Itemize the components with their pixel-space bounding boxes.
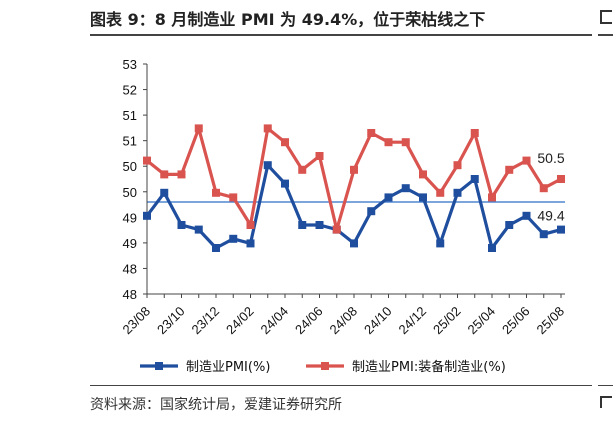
chart-legend: 制造业PMI(%) 制造业PMI:装备制造业(%) <box>140 359 506 375</box>
data-point <box>263 161 272 170</box>
legend-marker-0 <box>155 362 163 370</box>
x-tick-label: 24/06 <box>292 304 326 338</box>
data-point <box>246 239 255 248</box>
data-point <box>488 193 496 202</box>
data-point <box>315 152 324 160</box>
data-point <box>557 225 565 234</box>
data-point <box>212 188 220 197</box>
data-point <box>177 221 186 229</box>
legend-label-1: 制造业PMI:装备制造业(%) <box>352 359 506 375</box>
legend-marker-1 <box>321 362 329 370</box>
data-point <box>367 129 376 137</box>
data-point <box>384 193 393 202</box>
legend-label-0: 制造业PMI(%) <box>186 360 270 375</box>
x-tick-label: 24/10 <box>361 304 395 338</box>
data-point <box>436 188 445 197</box>
data-point <box>488 244 496 252</box>
chart-labels: 49.4 50.5 <box>537 150 564 224</box>
data-point <box>332 225 341 234</box>
y-tick-label: 49 <box>123 210 137 225</box>
data-point <box>298 165 307 174</box>
adjacent-source-glyph <box>600 396 612 408</box>
x-tick-label: 25/06 <box>499 304 533 338</box>
end-label-pmi: 49.4 <box>537 208 564 224</box>
data-point <box>194 225 203 234</box>
figure-title: 图表 9：8 月制造业 PMI 为 49.4%，位于荣枯线之下 <box>90 10 486 29</box>
x-tick-label: 24/04 <box>258 304 292 338</box>
data-point <box>522 156 531 165</box>
data-point <box>281 179 289 188</box>
data-point <box>143 156 151 165</box>
data-point <box>350 165 358 174</box>
data-point <box>453 188 462 197</box>
x-tick-label: 23/08 <box>120 304 154 338</box>
data-point <box>470 129 479 137</box>
x-tick-label: 25/04 <box>465 304 499 338</box>
data-point <box>419 170 427 179</box>
data-point <box>246 221 255 229</box>
data-point <box>436 239 445 248</box>
data-point <box>350 239 358 248</box>
series-line-1 <box>145 126 563 232</box>
source-note: 资料来源：国家统计局，爱建证券研究所 <box>90 397 342 413</box>
chart-axes: 53 52 51 51 50 50 49 49 48 48 23/08 23/10 23/12 24/02… <box>120 57 568 337</box>
data-point <box>505 165 514 174</box>
x-tick-label: 24/08 <box>327 304 361 338</box>
y-tick-label: 51 <box>123 134 137 149</box>
data-point <box>453 161 462 170</box>
y-tick-label: 48 <box>123 287 137 302</box>
y-tick-label: 50 <box>123 159 137 174</box>
data-point <box>557 175 565 183</box>
y-tick-label: 52 <box>123 83 137 98</box>
x-tick-label: 24/02 <box>223 304 257 338</box>
data-point <box>401 184 410 193</box>
source-rule <box>90 385 592 386</box>
data-point <box>505 221 514 229</box>
y-tick-label: 49 <box>123 236 137 251</box>
data-point <box>143 211 151 220</box>
y-tick-label: 53 <box>123 57 137 72</box>
data-point <box>194 124 203 133</box>
data-point <box>539 230 548 239</box>
y-tick-label: 50 <box>123 185 137 200</box>
y-tick-label: 51 <box>123 108 137 123</box>
data-point <box>212 244 220 252</box>
x-tick-label: 23/10 <box>154 304 188 338</box>
data-point <box>470 175 479 183</box>
end-label-equipment: 50.5 <box>537 150 564 166</box>
series-line-0 <box>145 163 563 250</box>
data-point <box>298 221 307 229</box>
x-tick-label: 25/02 <box>430 304 464 338</box>
y-tick-label: 48 <box>123 261 137 276</box>
data-point <box>281 138 289 147</box>
chart-series <box>143 124 565 252</box>
x-tick-label: 23/12 <box>189 304 223 338</box>
data-point <box>384 138 393 147</box>
data-point <box>401 138 410 147</box>
x-tick-label: 24/12 <box>396 304 430 338</box>
data-point <box>160 170 169 179</box>
data-point <box>522 211 531 220</box>
adjacent-source-rule <box>598 385 613 386</box>
data-point <box>367 207 376 216</box>
data-point <box>419 193 427 202</box>
adjacent-title-rule <box>598 34 613 36</box>
data-point <box>263 124 272 133</box>
data-point <box>229 234 238 243</box>
data-point <box>539 184 548 193</box>
adjacent-figure-edge <box>598 0 613 423</box>
data-point <box>160 188 169 197</box>
data-point <box>229 193 238 202</box>
adjacent-title-glyph <box>600 10 612 24</box>
data-point <box>315 221 324 229</box>
x-tick-label: 25/08 <box>534 304 568 338</box>
data-point <box>177 170 186 179</box>
title-rule <box>90 34 592 36</box>
